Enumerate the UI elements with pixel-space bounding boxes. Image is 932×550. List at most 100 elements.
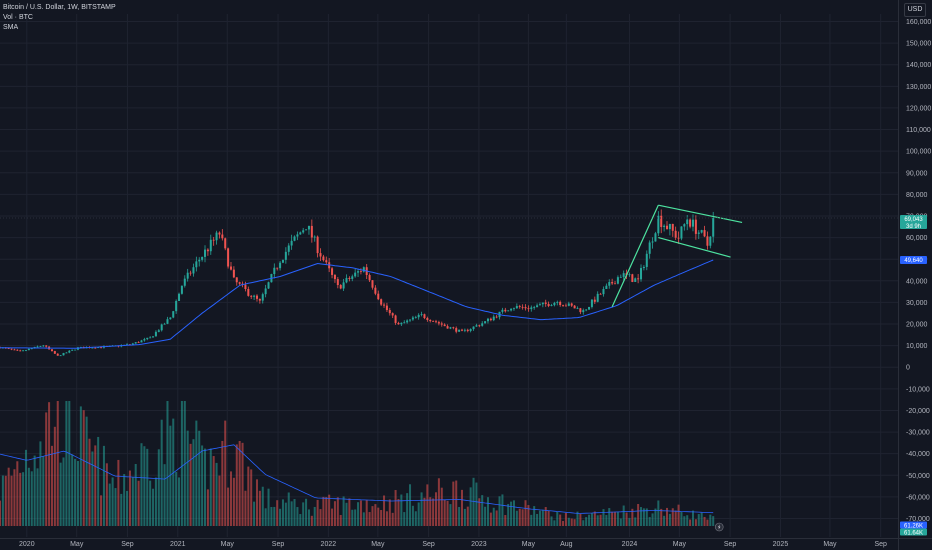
volume-bar [244,490,247,526]
x-axis-tick-label: May [221,541,235,548]
currency-button[interactable]: USD [904,3,926,17]
candle-body [541,302,544,305]
volume-bar [458,506,461,526]
candle-body [383,304,386,306]
volume-bar [686,515,689,526]
volume-bar [440,487,443,526]
volume-bar [602,509,605,526]
candle-body [536,305,539,308]
candle-body [637,278,640,280]
candle-body [466,329,469,331]
volume-bar [117,459,120,526]
candle-body [146,337,149,340]
volume-bar [128,470,131,526]
candle-body [345,277,348,283]
volume-bar [169,425,172,526]
y-axis-tick-label: -60,000 [906,494,930,501]
candle-body [481,323,484,326]
candle-body [426,318,429,320]
volume-bar [255,479,258,526]
y-axis-tick-label: 30,000 [906,300,928,307]
candle-body [50,349,53,352]
y-axis-tick-label: 0 [906,365,910,372]
volume-bar [671,508,674,526]
volume-bar [0,500,2,526]
candle-body [420,314,423,316]
candle-body [460,329,464,331]
volume-bar [619,518,622,526]
candle-body [310,225,313,238]
x-axis-tick-label: 2024 [622,541,638,548]
candle-body [221,234,224,239]
candle-body [39,346,42,347]
candle-body [391,313,394,316]
candle-body [178,293,181,301]
candle-body [215,232,218,241]
candle-body [619,276,622,278]
candle-body [206,249,209,252]
volume-bar [622,505,625,526]
candle-body [547,303,550,307]
volume-bar [163,464,166,526]
volume-bar [82,410,85,526]
volume-bar [527,505,530,526]
volume-bar [472,477,475,526]
sma-value-tag: 49,640 [900,255,927,264]
volume-bar [564,513,567,526]
candle-body [423,314,426,319]
candle-body [671,223,674,231]
y-axis-tick-label: -20,000 [906,408,930,415]
candle-body [501,309,504,312]
volume-tag: 61.64K [900,528,927,537]
volume-bar [316,499,319,526]
volume-bar [709,514,712,526]
candle-body [91,347,94,349]
volume-bar [56,401,59,526]
candle-body [244,284,247,290]
candle-body [157,330,160,332]
sma-indicator-label[interactable]: SMA [3,24,19,31]
x-axis-tick-label: Sep [121,541,134,548]
candle-body [261,294,264,301]
x-axis-tick-label: May [371,541,385,548]
volume-bar [13,469,16,526]
candle-body [22,350,25,352]
candle-body [307,225,310,230]
volume-bar [530,514,533,526]
volume-bar [342,496,345,526]
candle-body [276,267,279,269]
candle-body [651,241,654,243]
volume-bar [100,495,103,526]
volume-bar [157,449,160,526]
y-axis-tick-label: 20,000 [906,322,928,329]
candle-body [287,245,290,252]
volume-bar [186,430,189,526]
volume-bar [455,480,458,526]
volume-bar [146,448,149,526]
volume-bar [703,516,706,526]
candle-body [605,285,608,289]
x-axis-tick-label: Sep [422,541,435,548]
volume-indicator-label[interactable]: Vol · BTC [3,14,33,21]
volume-bar [576,511,579,526]
candle-body [183,278,186,286]
candle-body [689,219,692,227]
volume-bar [510,501,513,526]
volume-bar [423,497,426,526]
y-axis-tick-label: 60,000 [906,235,928,242]
volume-bar [388,499,391,526]
candle-body [475,325,478,327]
volume-bar [579,513,582,526]
y-axis-tick-label: 150,000 [906,41,931,48]
candle-body [400,322,403,325]
candle-body [299,232,302,235]
candle-body [30,348,33,350]
volume-bar [429,497,432,526]
volume-bar [232,477,235,526]
volume-bar [215,462,218,526]
volume-bar [536,513,539,526]
symbol-title[interactable]: Bitcoin / U.S. Dollar, 1W, BITSTAMP [3,4,116,11]
volume-bar [637,504,640,526]
candle-body [137,342,140,343]
